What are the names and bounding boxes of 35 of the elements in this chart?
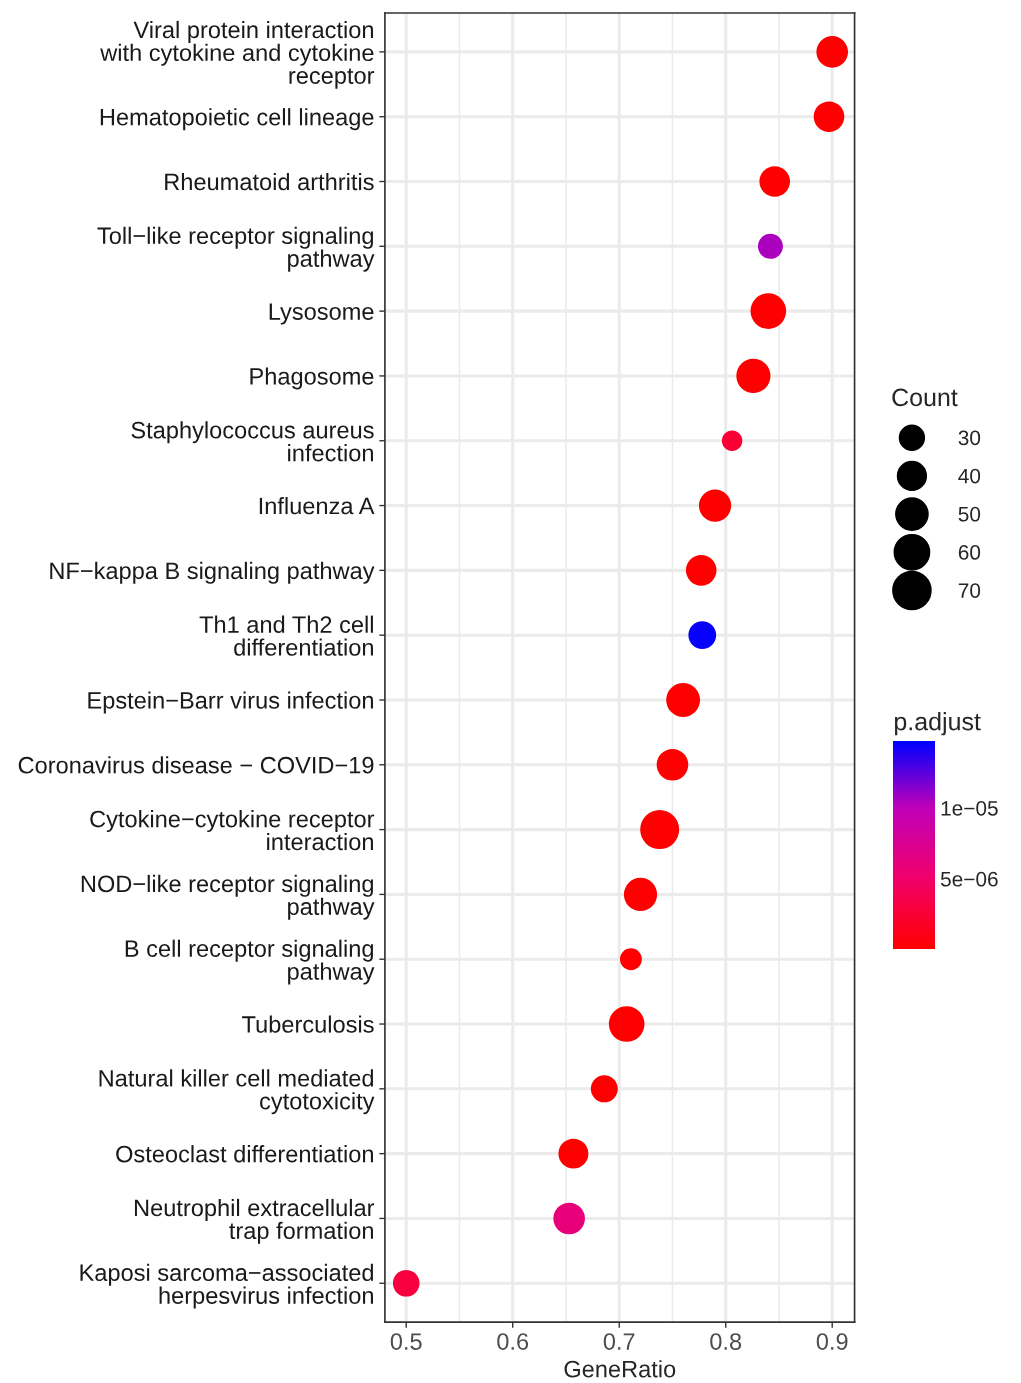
legend-label: 70 xyxy=(958,583,981,598)
legend-label: 60 xyxy=(958,545,981,560)
legend-title: Count xyxy=(892,388,958,407)
y-tick-label: NOD−like receptor signaling pathway xyxy=(81,874,375,920)
x-axis-title: GeneRatio xyxy=(564,1360,676,1378)
y-tick-label: NF−kappa B signaling pathway xyxy=(50,561,375,584)
x-tick-label: 0.5 xyxy=(390,1333,422,1350)
y-tick-label: Natural killer cell mediated cytotoxicity xyxy=(99,1069,375,1115)
y-tick-label: Neutrophil extracellular trap formation xyxy=(134,1198,375,1244)
color-bar-label: 5e−06 xyxy=(940,871,998,887)
x-tick-label: 0.7 xyxy=(603,1333,635,1350)
color-bar-label: 1e−05 xyxy=(941,800,998,816)
y-tick-label: Cytokine−cytokine receptor interaction xyxy=(90,810,375,851)
legend-label: 30 xyxy=(958,430,981,446)
y-tick-label: Phagosome xyxy=(250,367,374,390)
legend-label: 50 xyxy=(958,506,981,522)
color-bar-title: p.adjust xyxy=(894,712,981,736)
y-tick-label: Coronavirus disease − COVID−19 xyxy=(18,756,374,774)
legend-label: 40 xyxy=(958,468,981,484)
x-tick-label: 0.6 xyxy=(497,1333,529,1350)
y-tick-label: Viral protein interaction with cytokine and cytokine receptor xyxy=(100,20,375,89)
y-tick-label: Influenza A xyxy=(259,497,375,515)
y-tick-label: B cell receptor signaling pathway xyxy=(125,939,375,985)
y-tick-label: Epstein−Barr virus infection xyxy=(88,691,373,714)
y-tick-label: Hematopoietic cell lineage xyxy=(100,108,374,131)
y-tick-label: Lysosome xyxy=(269,303,374,325)
x-tick-label: 0.9 xyxy=(816,1333,848,1350)
y-tick-label: Osteoclast differentiation xyxy=(116,1145,373,1163)
y-tick-label: Toll−like receptor signaling pathway xyxy=(97,226,375,272)
y-tick-label: Tuberculosis xyxy=(242,1015,374,1033)
y-tick-label: Rheumatoid arthritis xyxy=(165,172,374,191)
y-tick-label: Staphylococcus aureus infection xyxy=(131,421,374,462)
y-tick-label: Th1 and Th2 cell differentiation xyxy=(199,615,373,656)
y-tick-label: Kaposi sarcoma−associated herpesvirus infection xyxy=(80,1263,373,1309)
x-tick-label: 0.8 xyxy=(710,1333,742,1350)
